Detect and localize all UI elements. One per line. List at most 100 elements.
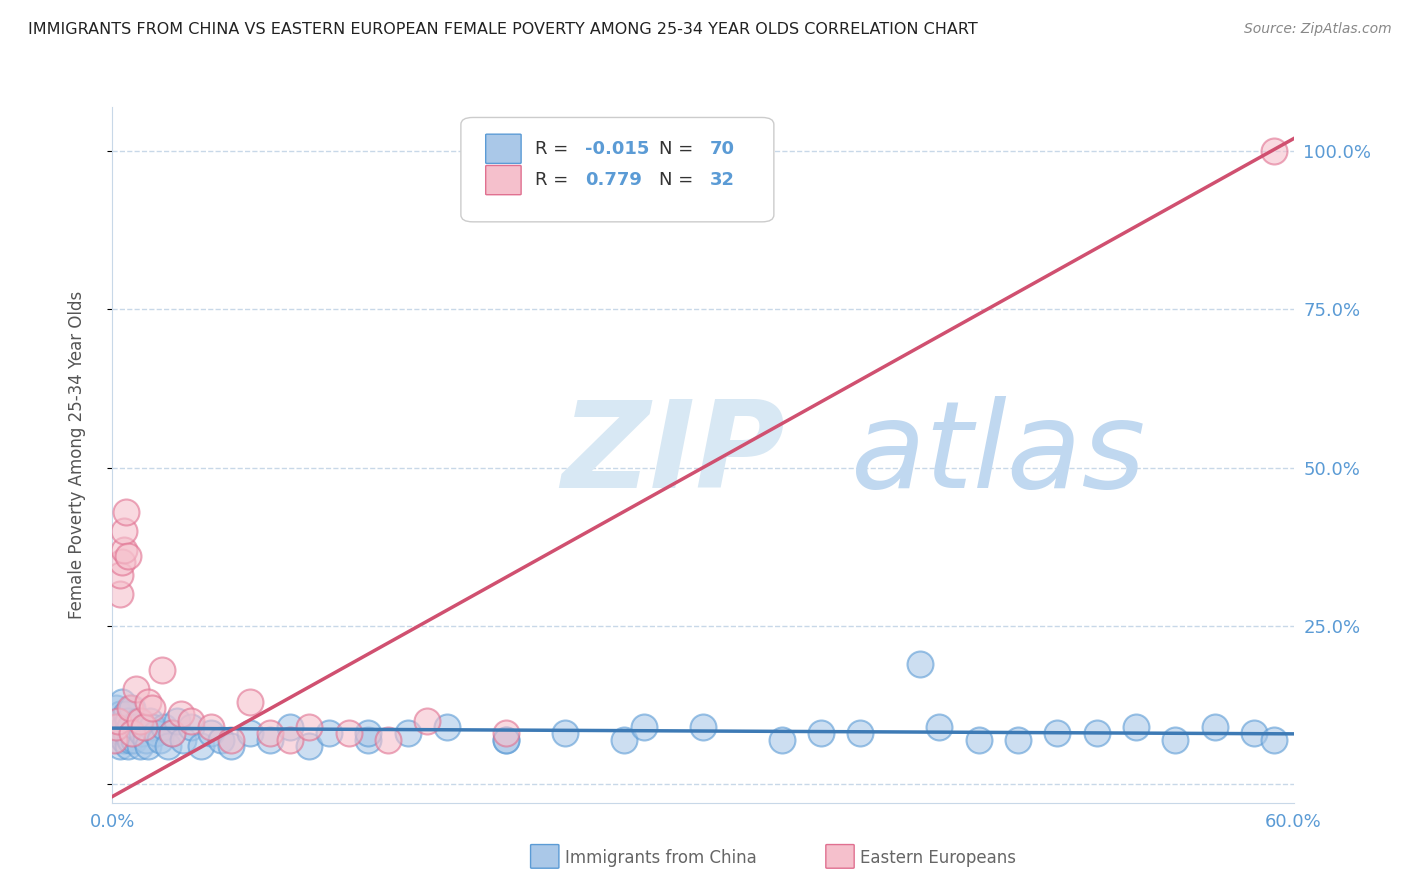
Point	[1164, 732, 1187, 747]
Point	[145, 726, 167, 740]
Point	[112, 542, 135, 557]
Point	[156, 739, 179, 753]
Point	[278, 720, 301, 734]
Point	[1263, 145, 1285, 159]
Point	[1204, 720, 1226, 734]
Text: 0.779: 0.779	[585, 171, 641, 189]
Point	[103, 732, 125, 747]
Point	[278, 732, 301, 747]
Point	[200, 720, 222, 734]
Point	[111, 695, 134, 709]
Point	[160, 726, 183, 740]
Point	[117, 714, 139, 728]
Point	[495, 726, 517, 740]
Point	[112, 720, 135, 734]
Point	[298, 739, 321, 753]
FancyBboxPatch shape	[485, 166, 522, 194]
Text: IMMIGRANTS FROM CHINA VS EASTERN EUROPEAN FEMALE POVERTY AMONG 25-34 YEAR OLDS C: IMMIGRANTS FROM CHINA VS EASTERN EUROPEA…	[28, 22, 977, 37]
Point	[849, 726, 872, 740]
Point	[122, 732, 145, 747]
Point	[298, 720, 321, 734]
Point	[239, 695, 262, 709]
Text: atlas: atlas	[851, 396, 1146, 514]
Point	[136, 739, 159, 753]
Point	[357, 732, 380, 747]
Point	[170, 707, 193, 722]
Point	[692, 720, 714, 734]
Point	[110, 568, 132, 582]
Point	[436, 720, 458, 734]
Point	[1243, 726, 1265, 740]
Point	[110, 739, 132, 753]
Point	[110, 707, 132, 722]
Point	[105, 720, 128, 734]
Point	[121, 726, 143, 740]
Point	[107, 732, 129, 747]
Point	[132, 720, 155, 734]
Point	[117, 739, 139, 753]
Point	[141, 720, 163, 734]
Point	[495, 732, 517, 747]
Point	[111, 726, 134, 740]
Point	[131, 726, 153, 740]
Point	[112, 524, 135, 538]
Point	[770, 732, 793, 747]
Point	[1125, 720, 1147, 734]
Point	[136, 695, 159, 709]
Point	[209, 732, 232, 747]
Point	[112, 732, 135, 747]
Point	[180, 720, 202, 734]
Point	[180, 714, 202, 728]
Point	[125, 681, 148, 696]
Point	[219, 732, 242, 747]
Point	[110, 587, 132, 601]
Point	[139, 714, 162, 728]
Point	[377, 732, 399, 747]
Point	[416, 714, 439, 728]
Point	[103, 726, 125, 740]
Point	[115, 505, 138, 519]
Point	[120, 732, 142, 747]
Point	[115, 726, 138, 740]
Point	[105, 714, 128, 728]
Text: N =: N =	[659, 171, 699, 189]
Point	[129, 714, 152, 728]
Point	[150, 663, 173, 677]
Point	[120, 701, 142, 715]
Point	[121, 726, 143, 740]
Point	[105, 701, 128, 715]
Text: R =: R =	[536, 171, 574, 189]
FancyBboxPatch shape	[825, 845, 855, 868]
Point	[259, 726, 281, 740]
Point	[111, 556, 134, 570]
Point	[633, 720, 655, 734]
Point	[613, 732, 636, 747]
Y-axis label: Female Poverty Among 25-34 Year Olds: Female Poverty Among 25-34 Year Olds	[67, 291, 86, 619]
Text: -0.015: -0.015	[585, 140, 650, 158]
Point	[125, 720, 148, 734]
Point	[967, 732, 990, 747]
Point	[357, 726, 380, 740]
Point	[135, 732, 157, 747]
Point	[1263, 732, 1285, 747]
Point	[1046, 726, 1069, 740]
Point	[259, 732, 281, 747]
Point	[115, 707, 138, 722]
Point	[554, 726, 576, 740]
Point	[190, 739, 212, 753]
Point	[396, 726, 419, 740]
Point	[152, 720, 174, 734]
Point	[117, 549, 139, 563]
Point	[337, 726, 360, 740]
Point	[318, 726, 340, 740]
Point	[149, 732, 172, 747]
FancyBboxPatch shape	[485, 134, 522, 163]
Point	[121, 701, 143, 715]
Point	[166, 714, 188, 728]
Point	[160, 726, 183, 740]
Point	[141, 701, 163, 715]
Point	[928, 720, 950, 734]
Text: ZIP: ZIP	[561, 396, 785, 514]
Text: R =: R =	[536, 140, 574, 158]
Point	[495, 732, 517, 747]
